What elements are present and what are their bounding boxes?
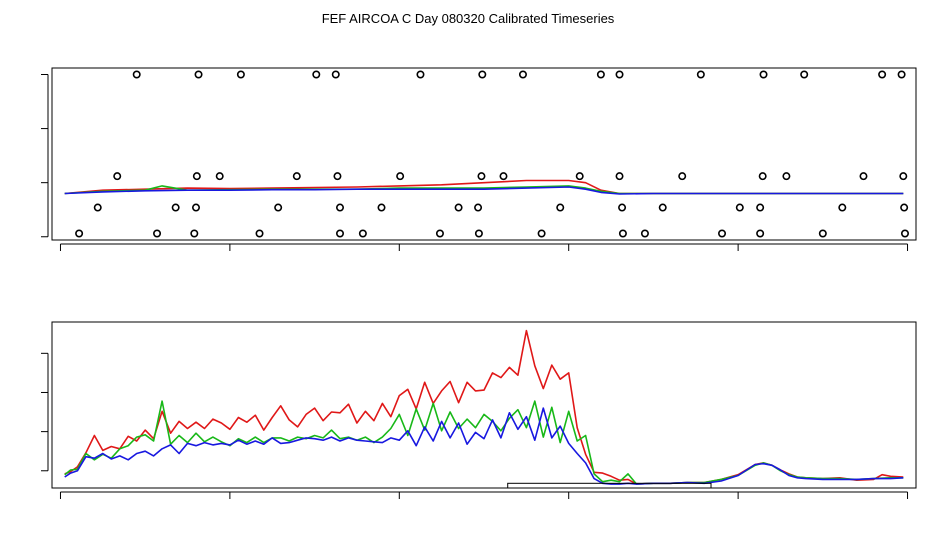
top-panel-scatter bbox=[41, 67, 917, 251]
marker-circle bbox=[499, 172, 508, 181]
marker-circle bbox=[756, 203, 765, 212]
marker-circle bbox=[113, 172, 122, 181]
marker-circle bbox=[696, 70, 705, 79]
marker-circle bbox=[171, 203, 180, 212]
series-line-blue bbox=[64, 186, 904, 195]
series-line-blue bbox=[64, 407, 904, 485]
plot-frame bbox=[51, 321, 917, 489]
marker-circle bbox=[333, 172, 342, 181]
marker-circle bbox=[900, 229, 909, 238]
marker-group bbox=[75, 70, 909, 238]
marker-circle bbox=[618, 229, 627, 238]
marker-circle bbox=[756, 229, 765, 238]
marker-circle bbox=[678, 172, 687, 181]
marker-circle bbox=[377, 203, 386, 212]
marker-circle bbox=[575, 172, 584, 181]
marker-circle bbox=[878, 70, 887, 79]
marker-circle bbox=[435, 229, 444, 238]
marker-circle bbox=[454, 203, 463, 212]
marker-circle bbox=[596, 70, 605, 79]
marker-circle bbox=[335, 203, 344, 212]
x-axis bbox=[59, 243, 909, 251]
marker-circle bbox=[615, 172, 624, 181]
x-axis bbox=[59, 491, 909, 499]
marker-circle bbox=[759, 70, 768, 79]
marker-circle bbox=[478, 70, 487, 79]
marker-circle bbox=[735, 203, 744, 212]
marker-circle bbox=[859, 172, 868, 181]
marker-circle bbox=[274, 203, 283, 212]
marker-circle bbox=[900, 203, 909, 212]
marker-circle bbox=[190, 229, 199, 238]
marker-circle bbox=[292, 172, 301, 181]
marker-circle bbox=[416, 70, 425, 79]
marker-circle bbox=[658, 203, 667, 212]
marker-circle bbox=[236, 70, 245, 79]
marker-circle bbox=[312, 70, 321, 79]
marker-circle bbox=[556, 203, 565, 212]
chart-title: FEF AIRCOA C Day 080320 Calibrated Times… bbox=[322, 11, 615, 26]
marker-circle bbox=[818, 229, 827, 238]
marker-circle bbox=[474, 203, 483, 212]
marker-circle bbox=[615, 70, 624, 79]
annotation-box bbox=[507, 482, 712, 489]
y-axis bbox=[41, 73, 49, 238]
series-line-red bbox=[64, 329, 904, 485]
marker-circle bbox=[899, 172, 908, 181]
marker-circle bbox=[477, 172, 486, 181]
marker-circle bbox=[255, 229, 264, 238]
marker-circle bbox=[331, 70, 340, 79]
marker-circle bbox=[758, 172, 767, 181]
marker-circle bbox=[75, 229, 84, 238]
bottom-panel-line bbox=[41, 321, 917, 499]
y-axis bbox=[41, 352, 49, 472]
marker-circle bbox=[93, 203, 102, 212]
marker-circle bbox=[838, 203, 847, 212]
marker-circle bbox=[782, 172, 791, 181]
marker-circle bbox=[518, 70, 527, 79]
marker-circle bbox=[153, 229, 162, 238]
series-line-red bbox=[64, 179, 904, 195]
marker-circle bbox=[537, 229, 546, 238]
marker-circle bbox=[897, 70, 906, 79]
marker-circle bbox=[640, 229, 649, 238]
marker-circle bbox=[474, 229, 483, 238]
series-line-green bbox=[64, 400, 904, 485]
marker-circle bbox=[396, 172, 405, 181]
marker-circle bbox=[132, 70, 141, 79]
marker-circle bbox=[194, 70, 203, 79]
marker-circle bbox=[618, 203, 627, 212]
marker-circle bbox=[215, 172, 224, 181]
marker-circle bbox=[192, 203, 201, 212]
marker-circle bbox=[358, 229, 367, 238]
plot-frame bbox=[51, 67, 917, 241]
marker-circle bbox=[718, 229, 727, 238]
marker-circle bbox=[800, 70, 809, 79]
marker-circle bbox=[192, 172, 201, 181]
marker-circle bbox=[335, 229, 344, 238]
